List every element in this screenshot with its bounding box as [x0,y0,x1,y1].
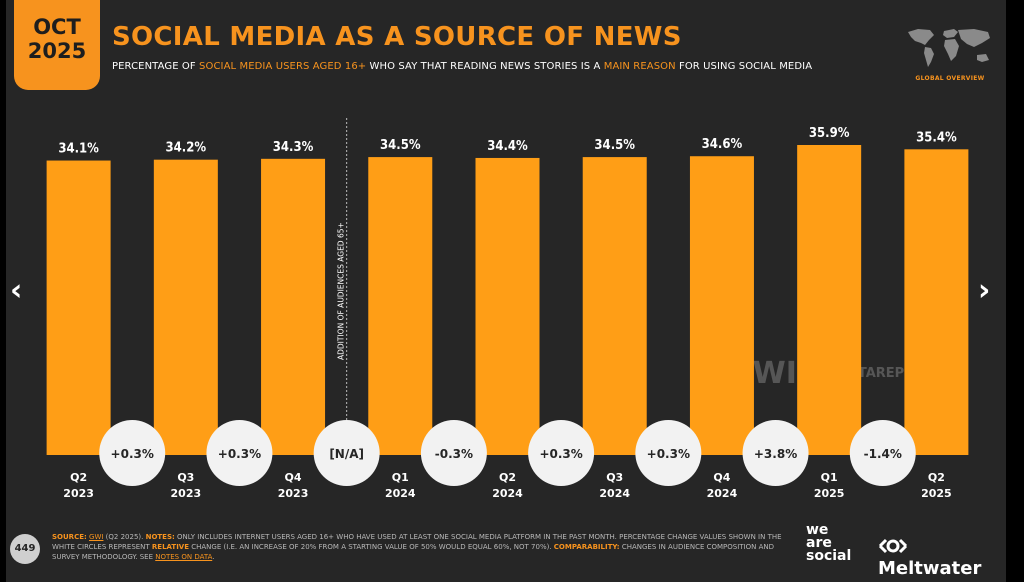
bar-value-label: 34.5% [380,138,421,153]
source-text: (Q2 2025). [103,533,146,541]
bar [582,157,647,455]
date-badge: OCT 2025 [14,0,100,90]
bar-value-label: 35.4% [916,130,957,145]
subtitle-part: WHO SAY THAT READING NEWS STORIES IS A [366,61,604,72]
x-axis-label: Q3 [177,471,194,484]
source-label: SOURCE: [52,533,87,541]
comparability-text: CHANGES IN AUDIENCE COMPOSITION AND SURV… [52,543,775,561]
x-axis-label: 2024 [599,487,630,500]
change-circle [742,420,809,486]
logo-word: are [806,535,832,551]
meltwater-logo-icon [878,538,908,554]
relative-label: RELATIVE [151,543,190,551]
change-label: +0.3% [539,447,582,461]
bar-chart: 34.1% Q2 2023 34.2% Q3 2023 34.3% Q4 2023 34.5% Q1… [46,118,969,500]
x-axis-label: Q1 [821,471,838,484]
bar [153,159,218,455]
logo-word: we [806,522,829,538]
slide: OCT 2025 SOCIAL MEDIA AS A SOURCE OF NEW… [6,0,1006,582]
x-axis-label: Q2 [928,471,945,484]
bar-value-label: 34.5% [594,138,635,153]
x-axis-label: 2024 [492,487,523,500]
bar [46,160,111,455]
source-notes: SOURCE: GWI (Q2 2025). NOTES: ONLY INCLU… [52,532,782,562]
next-slide-button[interactable]: › [978,273,991,308]
x-axis-label: Q4 [713,471,730,484]
x-axis-label: 2025 [814,487,845,500]
change-circle [528,420,595,486]
page-number: 449 [10,534,40,564]
bar [797,145,862,455]
page-title: SOCIAL MEDIA AS A SOURCE OF NEWS [112,22,682,52]
change-circle [849,420,916,486]
x-axis-label: Q3 [606,471,623,484]
we-are-social-logo: we are social [806,522,852,564]
bar [368,157,433,455]
global-overview-label: GLOBAL OVERVIEW [915,75,985,82]
subtitle-part: PERCENTAGE OF [112,61,200,72]
date-month: OCT [33,15,81,39]
change-circle [99,420,166,486]
notes-on-data-link[interactable]: NOTES ON DATA [155,553,213,561]
change-circle [420,420,487,486]
bar-value-label: 34.6% [702,137,743,152]
x-axis-label: Q1 [392,471,409,484]
subtitle-highlight: MAIN REASON [603,61,676,72]
change-circle [313,420,380,486]
bar [904,149,969,455]
change-label: [N/A] [329,447,364,461]
notes-end: . [212,553,215,561]
source-gwi-link[interactable]: GWI [89,533,104,541]
comparability-label: COMPARABILITY: [553,543,620,551]
change-label: +0.3% [647,447,690,461]
subtitle-highlight: SOCIAL MEDIA USERS AGED 16+ [199,61,367,72]
change-circle [635,420,702,486]
x-axis-label: 2023 [278,487,309,500]
divider-annotation: ADDITION OF AUDIENCES AGED 65+ [337,222,346,360]
change-label: +0.3% [218,447,261,461]
x-axis-label: 2024 [707,487,738,500]
bar-value-label: 34.3% [273,140,314,155]
meltwater-logo: Meltwater [878,537,1006,579]
x-axis-label: 2025 [921,487,952,500]
notes-label: NOTES: [145,533,175,541]
bar [475,157,540,456]
bar-value-label: 34.1% [58,142,99,157]
x-axis-label: 2023 [171,487,202,500]
x-axis-label: Q4 [285,471,302,484]
change-label: -1.4% [864,447,902,461]
change-label: +0.3% [111,447,154,461]
previous-slide-button[interactable]: ‹ [10,273,23,308]
change-label: +3.8% [754,447,797,461]
meltwater-wordmark: Meltwater [878,558,982,579]
notes-text: ONLY INCLUDES INTERNET USERS AGED 16+ WH… [52,533,782,551]
world-map-icon [908,29,990,67]
page-subtitle: PERCENTAGE OF SOCIAL MEDIA USERS AGED 16… [112,61,812,72]
logo-word: social [806,548,852,564]
bar [689,156,754,455]
bar [261,158,326,455]
x-axis-label: Q2 [70,471,87,484]
change-circle [206,420,273,486]
notes-text-2: CHANGE (I.E. AN INCREASE OF 20% FROM A S… [189,543,554,551]
x-axis-label: 2023 [63,487,94,500]
date-year: 2025 [27,39,87,63]
x-axis-label: Q2 [499,471,516,484]
bar-value-label: 35.9% [809,126,850,141]
change-label: -0.3% [435,447,473,461]
subtitle-part: FOR USING SOCIAL MEDIA [675,61,813,72]
bar-value-label: 34.4% [487,139,528,154]
x-axis-label: 2024 [385,487,416,500]
bar-value-label: 34.2% [166,141,207,156]
